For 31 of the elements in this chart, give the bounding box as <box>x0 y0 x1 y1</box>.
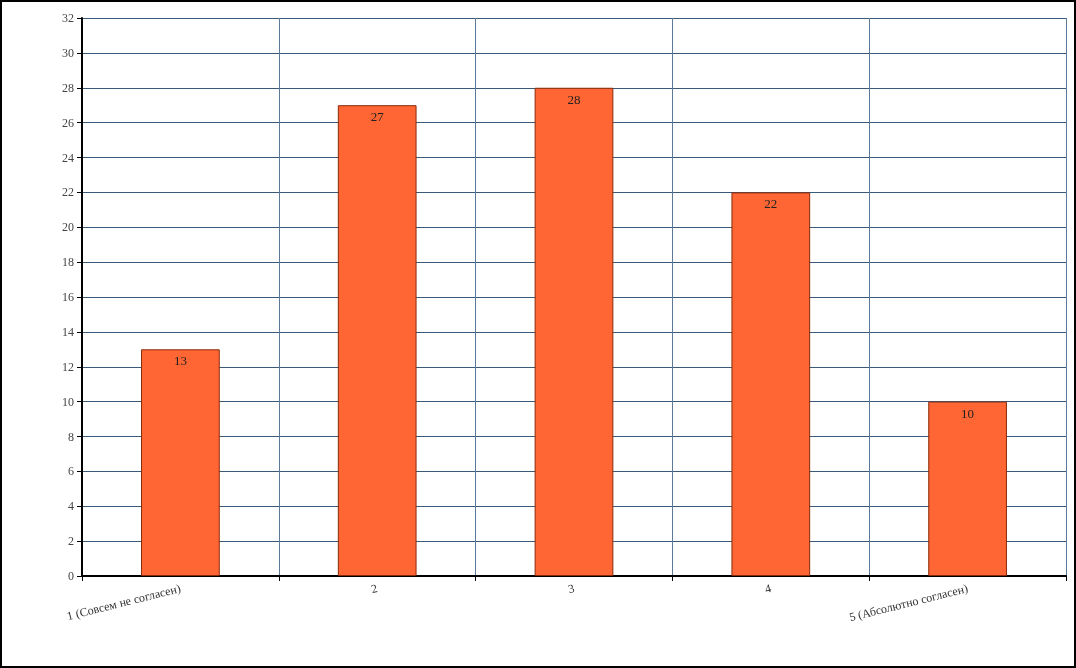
y-tick-label: 16 <box>62 290 74 304</box>
y-tick-label: 6 <box>68 464 74 479</box>
bar <box>928 401 1007 576</box>
y-tick-label: 14 <box>62 324 74 339</box>
data-label: 13 <box>173 353 187 369</box>
bar <box>141 349 220 576</box>
data-label: 28 <box>567 91 581 107</box>
bar <box>731 192 811 576</box>
y-tick-label: 8 <box>68 429 74 444</box>
x-tick-label: 4 <box>763 581 773 597</box>
y-tick-label: 24 <box>62 150 74 165</box>
y-tick-label: 28 <box>62 80 74 95</box>
x-tick-label: 1 (Совсем не согласен) <box>65 581 183 624</box>
y-tick-label: 32 <box>62 11 74 25</box>
y-tick-label: 26 <box>62 115 74 130</box>
y-tick-label: 0 <box>68 569 74 583</box>
data-label: 22 <box>764 196 778 212</box>
bar <box>337 105 417 576</box>
x-tick-label: 2 <box>369 581 379 597</box>
y-tick-label: 20 <box>62 220 74 235</box>
y-tick-label: 30 <box>62 45 74 60</box>
y-tick-label: 22 <box>62 185 74 200</box>
y-tick-label: 18 <box>62 255 74 270</box>
data-label: 10 <box>961 405 975 421</box>
data-label: 27 <box>370 109 385 125</box>
bar <box>534 87 614 576</box>
y-tick-label: 12 <box>62 359 74 374</box>
y-tick-label: 10 <box>62 394 74 409</box>
x-tick-label: 3 <box>566 581 576 597</box>
y-tick-label: 2 <box>68 534 74 549</box>
y-tick-label: 4 <box>68 499 74 514</box>
